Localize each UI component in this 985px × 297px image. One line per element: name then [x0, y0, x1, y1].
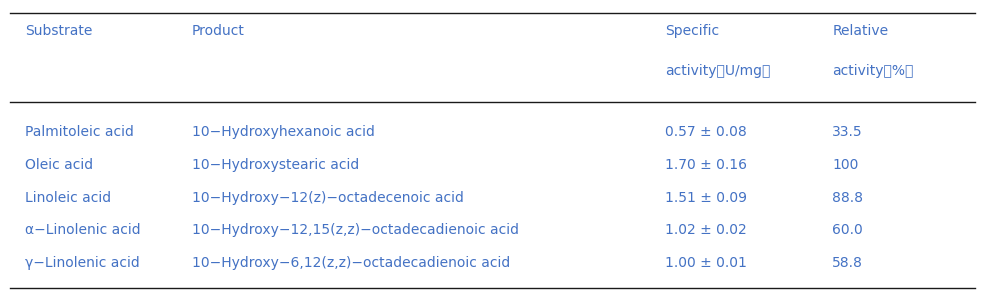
- Text: 1.70 ± 0.16: 1.70 ± 0.16: [665, 158, 747, 172]
- Text: 1.51 ± 0.09: 1.51 ± 0.09: [665, 190, 747, 205]
- Text: α−Linolenic acid: α−Linolenic acid: [25, 223, 140, 237]
- Text: Linoleic acid: Linoleic acid: [25, 190, 110, 205]
- Text: 88.8: 88.8: [832, 190, 863, 205]
- Text: 1.00 ± 0.01: 1.00 ± 0.01: [665, 256, 747, 270]
- Text: 58.8: 58.8: [832, 256, 863, 270]
- Text: 10−Hydroxy−6,12(ᴢ,ᴢ)−octadecadienoic acid: 10−Hydroxy−6,12(ᴢ,ᴢ)−octadecadienoic aci…: [192, 256, 510, 270]
- Text: activity（%）: activity（%）: [832, 64, 914, 78]
- Text: 10−Hydroxyhexanoic acid: 10−Hydroxyhexanoic acid: [192, 125, 375, 139]
- Text: Palmitoleic acid: Palmitoleic acid: [25, 125, 134, 139]
- Text: 33.5: 33.5: [832, 125, 863, 139]
- Text: activity（U/mg）: activity（U/mg）: [665, 64, 770, 78]
- Text: Oleic acid: Oleic acid: [25, 158, 93, 172]
- Text: Specific: Specific: [665, 24, 719, 38]
- Text: 100: 100: [832, 158, 859, 172]
- Text: Substrate: Substrate: [25, 24, 92, 38]
- Text: 0.57 ± 0.08: 0.57 ± 0.08: [665, 125, 747, 139]
- Text: γ−Linolenic acid: γ−Linolenic acid: [25, 256, 139, 270]
- Text: Product: Product: [192, 24, 245, 38]
- Text: 10−Hydroxystearic acid: 10−Hydroxystearic acid: [192, 158, 360, 172]
- Text: 10−Hydroxy−12(ᴢ)−octadecenoic acid: 10−Hydroxy−12(ᴢ)−octadecenoic acid: [192, 190, 464, 205]
- Text: 10−Hydroxy−12,15(ᴢ,ᴢ)−octadecadienoic acid: 10−Hydroxy−12,15(ᴢ,ᴢ)−octadecadienoic ac…: [192, 223, 519, 237]
- Text: 1.02 ± 0.02: 1.02 ± 0.02: [665, 223, 747, 237]
- Text: Relative: Relative: [832, 24, 888, 38]
- Text: 60.0: 60.0: [832, 223, 863, 237]
